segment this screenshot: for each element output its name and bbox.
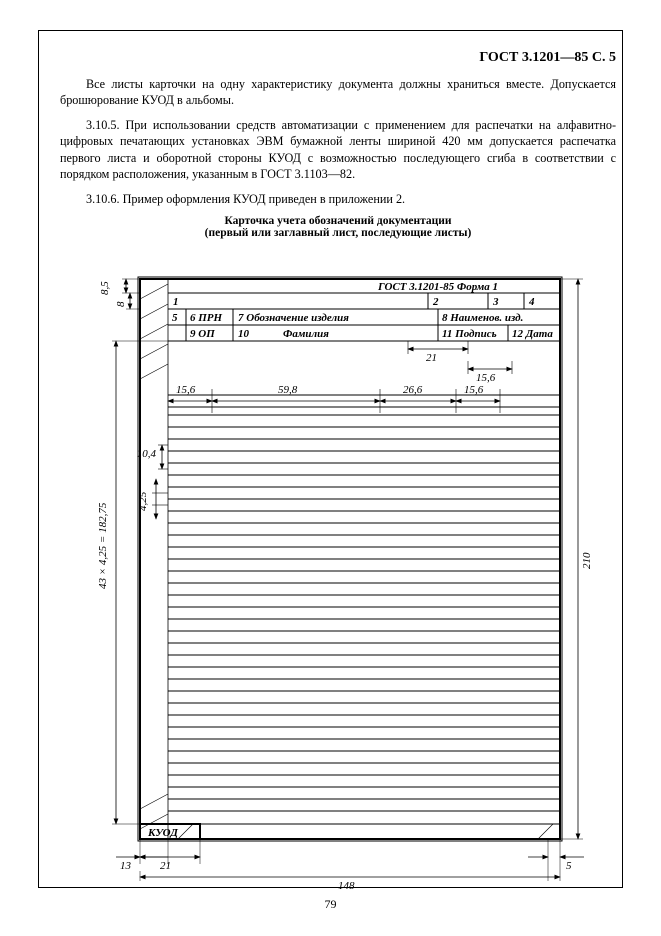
svg-text:2: 2 [432, 296, 439, 308]
svg-text:1: 1 [173, 296, 179, 308]
svg-text:148: 148 [338, 880, 355, 889]
form-header: ГОСТ 3.1201-85 Форма 1 [377, 281, 498, 293]
svg-text:3: 3 [492, 296, 499, 308]
svg-text:21: 21 [426, 352, 437, 364]
svg-text:5: 5 [172, 312, 178, 324]
svg-text:5: 5 [566, 860, 572, 872]
svg-text:26,6: 26,6 [403, 384, 423, 396]
svg-text:Фамилия: Фамилия [283, 328, 329, 340]
svg-text:210: 210 [581, 552, 593, 569]
svg-text:КУОД: КУОД [147, 827, 178, 839]
svg-text:8,5: 8,5 [99, 281, 111, 295]
svg-text:12 Дата: 12 Дата [512, 328, 553, 340]
svg-text:59,8: 59,8 [278, 384, 298, 396]
svg-text:6 ПРН: 6 ПРН [190, 312, 223, 324]
page-number: 79 [0, 897, 661, 912]
svg-text:4: 4 [528, 296, 535, 308]
svg-text:8 Наименов. изд.: 8 Наименов. изд. [442, 312, 523, 324]
svg-text:15,6: 15,6 [464, 384, 484, 396]
svg-text:13: 13 [120, 860, 132, 872]
form-diagram: ГОСТ 3.1201-85 Форма 1 1 2 3 4 5 6 ПРН 7… [68, 249, 608, 889]
svg-text:10,4: 10,4 [137, 448, 157, 460]
svg-text:8: 8 [115, 301, 127, 307]
svg-text:21: 21 [160, 860, 171, 872]
svg-text:11 Подпись: 11 Подпись [442, 328, 497, 340]
svg-text:15,6: 15,6 [476, 372, 496, 384]
svg-text:43 × 4,25 = 182,75: 43 × 4,25 = 182,75 [97, 502, 109, 589]
svg-text:4,25: 4,25 [137, 492, 149, 512]
svg-text:7 Обозначение изделия: 7 Обозначение изделия [238, 312, 349, 324]
svg-text:15,6: 15,6 [176, 384, 196, 396]
svg-text:9 ОП: 9 ОП [190, 328, 215, 340]
svg-text:10: 10 [238, 328, 250, 340]
